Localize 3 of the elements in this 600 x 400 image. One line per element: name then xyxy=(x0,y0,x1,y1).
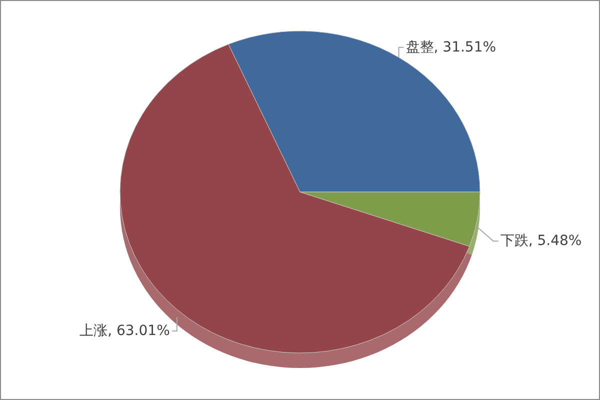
slice-label: 盘整, 31.51% xyxy=(406,39,496,56)
slice-label: 上涨, 63.01% xyxy=(80,322,170,339)
slice-label: 下跌, 5.48% xyxy=(500,233,582,250)
